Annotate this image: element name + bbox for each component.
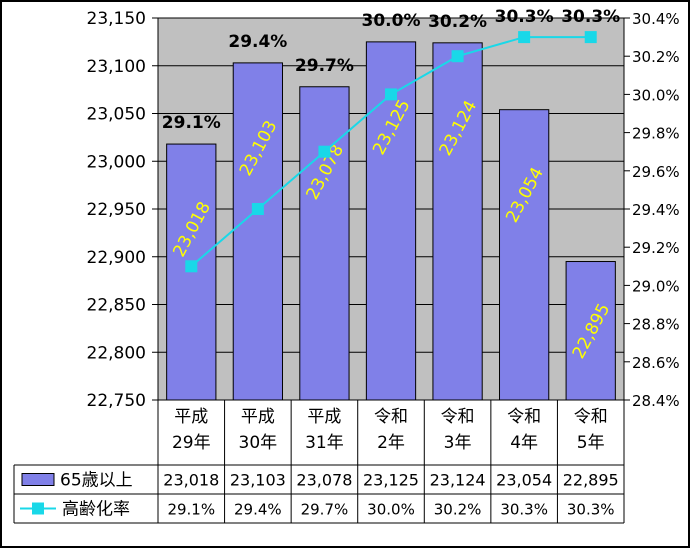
category-label-line2: 3年 — [444, 433, 472, 453]
y-left-tick-label: 22,750 — [87, 391, 146, 411]
category-label-line1: 令和 — [574, 407, 608, 427]
y-left-tick-label: 22,800 — [87, 343, 146, 363]
line-point — [385, 88, 397, 101]
bar — [299, 86, 350, 401]
table-cell-line-value: 29.4% — [234, 501, 282, 519]
y-left-tick-label: 22,850 — [87, 296, 146, 316]
table-cell-bar-value: 22,895 — [563, 471, 619, 490]
y-right-tick-label: 29.2% — [632, 239, 680, 257]
bar — [565, 261, 616, 401]
y-left-tick-label: 22,900 — [87, 248, 146, 268]
line-value-label: 30.2% — [428, 12, 487, 32]
table-cell-line-value: 29.1% — [167, 501, 215, 519]
line-point — [318, 145, 331, 158]
y-right-tick-label: 29.4% — [632, 201, 680, 219]
line-value-label: 29.1% — [162, 113, 221, 133]
y-left-tick-label: 22,950 — [87, 200, 146, 220]
category-label-line1: 平成 — [174, 407, 208, 427]
bar — [432, 42, 483, 401]
legend-label-line: 高齢化率 — [62, 500, 130, 520]
category-label-line1: 令和 — [507, 407, 541, 427]
table-cell-bar-value: 23,124 — [430, 471, 486, 490]
category-label-line1: 平成 — [241, 407, 275, 427]
table-cell-bar-value: 23,103 — [230, 471, 286, 490]
category-label-line2: 4年 — [510, 433, 538, 453]
bar — [232, 62, 283, 401]
y-right-tick-label: 30.0% — [632, 86, 680, 104]
table-cell-bar-value: 23,078 — [296, 471, 352, 490]
line-value-label: 30.3% — [561, 7, 620, 27]
table-cell-line-value: 30.3% — [500, 501, 548, 519]
y-right-tick-label: 28.8% — [632, 316, 680, 334]
table-cell-line-value: 29.7% — [301, 501, 349, 519]
y-right-tick-label: 29.6% — [632, 163, 680, 181]
line-value-label: 30.3% — [495, 7, 554, 27]
category-label-line2: 30年 — [239, 433, 278, 453]
line-point — [518, 31, 531, 44]
y-right-tick-label: 30.4% — [632, 10, 680, 28]
table-cell-line-value: 30.0% — [367, 501, 415, 519]
y-left-tick-label: 23,150 — [87, 9, 146, 29]
line-value-label: 29.4% — [228, 32, 287, 52]
category-label-line2: 2年 — [377, 433, 405, 453]
line-value-label: 30.0% — [362, 11, 421, 31]
table-cell-line-value: 30.2% — [434, 501, 482, 519]
category-label-line2: 5年 — [577, 433, 605, 453]
y-left-tick-label: 23,000 — [87, 152, 146, 172]
line-point — [451, 50, 464, 63]
table-cell-bar-value: 23,018 — [163, 471, 219, 490]
table-cell-bar-value: 23,125 — [363, 471, 419, 490]
y-right-tick-label: 28.6% — [632, 354, 680, 372]
y-right-tick-label: 30.2% — [632, 48, 680, 66]
y-right-tick-label: 28.4% — [632, 392, 680, 410]
legend-label-bar: 65歳以上 — [60, 471, 133, 491]
category-label-line2: 31年 — [305, 433, 344, 453]
category-label-line2: 29年 — [172, 433, 211, 453]
line-point — [584, 31, 597, 44]
category-label-line1: 平成 — [307, 407, 341, 427]
table-cell-bar-value: 23,054 — [496, 471, 552, 490]
category-label-line1: 令和 — [374, 407, 408, 427]
legend-key-bar — [21, 473, 55, 486]
line-point — [185, 260, 198, 273]
legend-key-marker — [32, 502, 44, 515]
bar — [365, 41, 417, 401]
line-point — [251, 203, 264, 215]
category-label-line1: 令和 — [441, 407, 475, 427]
line-value-label: 29.7% — [295, 56, 354, 76]
plot-border — [157, 17, 625, 401]
y-right-tick-label: 29.0% — [632, 277, 680, 295]
table-cell-line-value: 30.3% — [567, 501, 615, 519]
y-left-tick-label: 23,050 — [87, 105, 146, 125]
y-right-tick-label: 29.8% — [632, 125, 680, 143]
y-left-tick-label: 23,100 — [87, 57, 146, 77]
bar — [499, 109, 550, 401]
